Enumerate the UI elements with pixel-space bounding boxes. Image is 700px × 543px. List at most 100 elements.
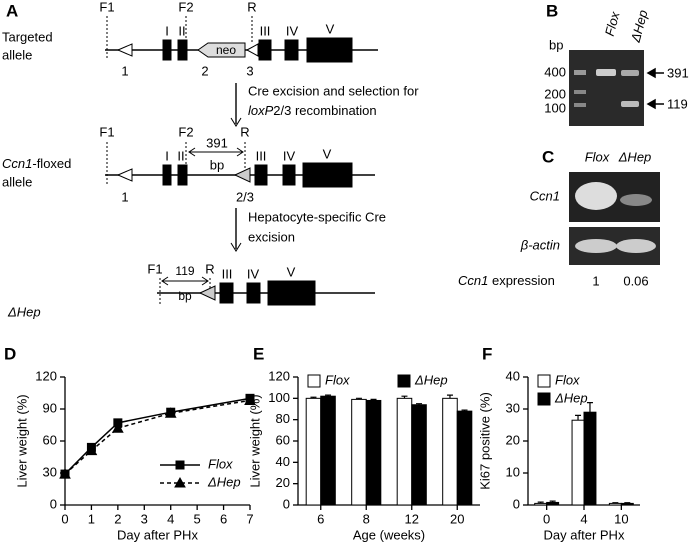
- exon: IV: [283, 148, 296, 163]
- legend-label: ΔHep: [414, 372, 448, 387]
- marker: [244, 394, 256, 405]
- legend-label: ΔHep: [554, 390, 588, 405]
- gene: Ccn1: [530, 188, 560, 203]
- exon: V: [287, 264, 296, 279]
- expression-value: 0.06: [623, 273, 648, 288]
- exon: V: [326, 21, 335, 36]
- error-bar: [310, 396, 317, 399]
- site: 2: [201, 63, 208, 78]
- step: Hepatocyte-specific Cre: [248, 209, 386, 224]
- unit: bp: [549, 37, 563, 52]
- label-part: expression: [488, 273, 554, 288]
- legend-label: ΔHep: [207, 474, 241, 489]
- panel-b: B Flox ΔHep bp 400 200 100 391 119: [544, 1, 689, 126]
- primer: R: [205, 261, 214, 276]
- gene: Ccn1: [458, 273, 488, 288]
- bar: [320, 395, 336, 506]
- lane-label: Flox: [602, 10, 623, 38]
- size: 119: [175, 264, 194, 278]
- ladder: 100: [544, 100, 566, 115]
- unit: bp: [178, 289, 192, 303]
- error-bar: [537, 501, 544, 504]
- primer: R: [240, 124, 249, 139]
- error-bar: [446, 394, 453, 399]
- primer: R: [247, 0, 256, 14]
- bar: [583, 411, 597, 506]
- panel-label: A: [6, 1, 18, 20]
- ladder: 200: [544, 86, 566, 101]
- bar: [365, 399, 382, 506]
- x-tick-label: 4: [167, 511, 174, 526]
- legend-swatch: [397, 374, 411, 388]
- bar: [456, 410, 473, 506]
- error-bar: [355, 397, 362, 400]
- x-tick-label: 12: [405, 511, 419, 526]
- step: loxP2/3 recombination: [248, 103, 377, 118]
- exon: IV: [247, 266, 260, 281]
- x-tick-label: 8: [363, 511, 370, 526]
- legend-label: Flox: [555, 372, 580, 387]
- x-tick-label: 6: [220, 511, 227, 526]
- ladder: 400: [544, 64, 566, 79]
- primer: F2: [178, 0, 193, 14]
- gel: [569, 50, 644, 126]
- arrows: [646, 67, 664, 110]
- step: Cre excision and selection for: [248, 83, 419, 98]
- bar: [396, 397, 413, 506]
- bar: [620, 502, 634, 506]
- y-tick-label: 30: [43, 464, 57, 479]
- site: 1: [121, 63, 128, 78]
- bar: [305, 397, 322, 506]
- primer: F1: [99, 0, 114, 14]
- x-tick-label: 0: [61, 511, 68, 526]
- gene: Ccn1: [2, 156, 32, 171]
- allele-label: ΔHep: [7, 304, 41, 319]
- step: excision: [248, 229, 295, 244]
- y-tick-label: 30: [506, 400, 520, 415]
- y-tick-label: 60: [276, 432, 290, 447]
- bar: [608, 502, 622, 506]
- y-tick-label: 40: [276, 454, 290, 469]
- site: 1: [121, 189, 128, 204]
- error-bar: [612, 502, 619, 504]
- y-tick-label: 40: [506, 368, 520, 383]
- x-tick-label: 3: [141, 511, 148, 526]
- panel-c: C Flox ΔHep Ccn1 β-actin Ccn1 expression…: [458, 147, 660, 288]
- x-tick-label: 20: [450, 511, 464, 526]
- site: 2/3: [236, 189, 254, 204]
- legend-label: Flox: [325, 372, 350, 387]
- y-tick-label: 120: [35, 368, 57, 383]
- error-bar: [370, 398, 377, 401]
- error-bar: [325, 394, 332, 397]
- unit: bp: [210, 157, 224, 172]
- marker: [59, 468, 71, 479]
- legend-label: Flox: [208, 456, 233, 471]
- exon: V: [323, 146, 332, 161]
- panel-label: D: [4, 344, 16, 363]
- y-tick-label: 20: [506, 432, 520, 447]
- series-line: [64, 399, 251, 475]
- y-tick-label: 90: [43, 400, 57, 415]
- lane-label: ΔHep: [627, 8, 650, 44]
- bar: [546, 501, 560, 506]
- x-tick-label: 10: [614, 511, 628, 526]
- panel-label: E: [253, 344, 264, 363]
- y-axis-label: Liver weight (%): [247, 394, 262, 487]
- error-bar: [401, 395, 408, 399]
- marker: [174, 476, 186, 488]
- error-bar: [575, 414, 582, 421]
- error-bar: [549, 500, 556, 503]
- site: 3: [246, 63, 253, 78]
- panel-a: [105, 16, 378, 306]
- y-tick-label: 120: [268, 368, 290, 383]
- band: [574, 103, 586, 107]
- y-tick-label: 60: [43, 432, 57, 447]
- legend-swatch: [537, 392, 551, 406]
- band: [621, 101, 639, 107]
- y-axis-label: Ki67 positive (%): [477, 392, 492, 490]
- bar: [351, 398, 367, 506]
- primer: F2: [178, 124, 193, 139]
- exon: II: [178, 23, 185, 38]
- error-bar: [586, 402, 593, 413]
